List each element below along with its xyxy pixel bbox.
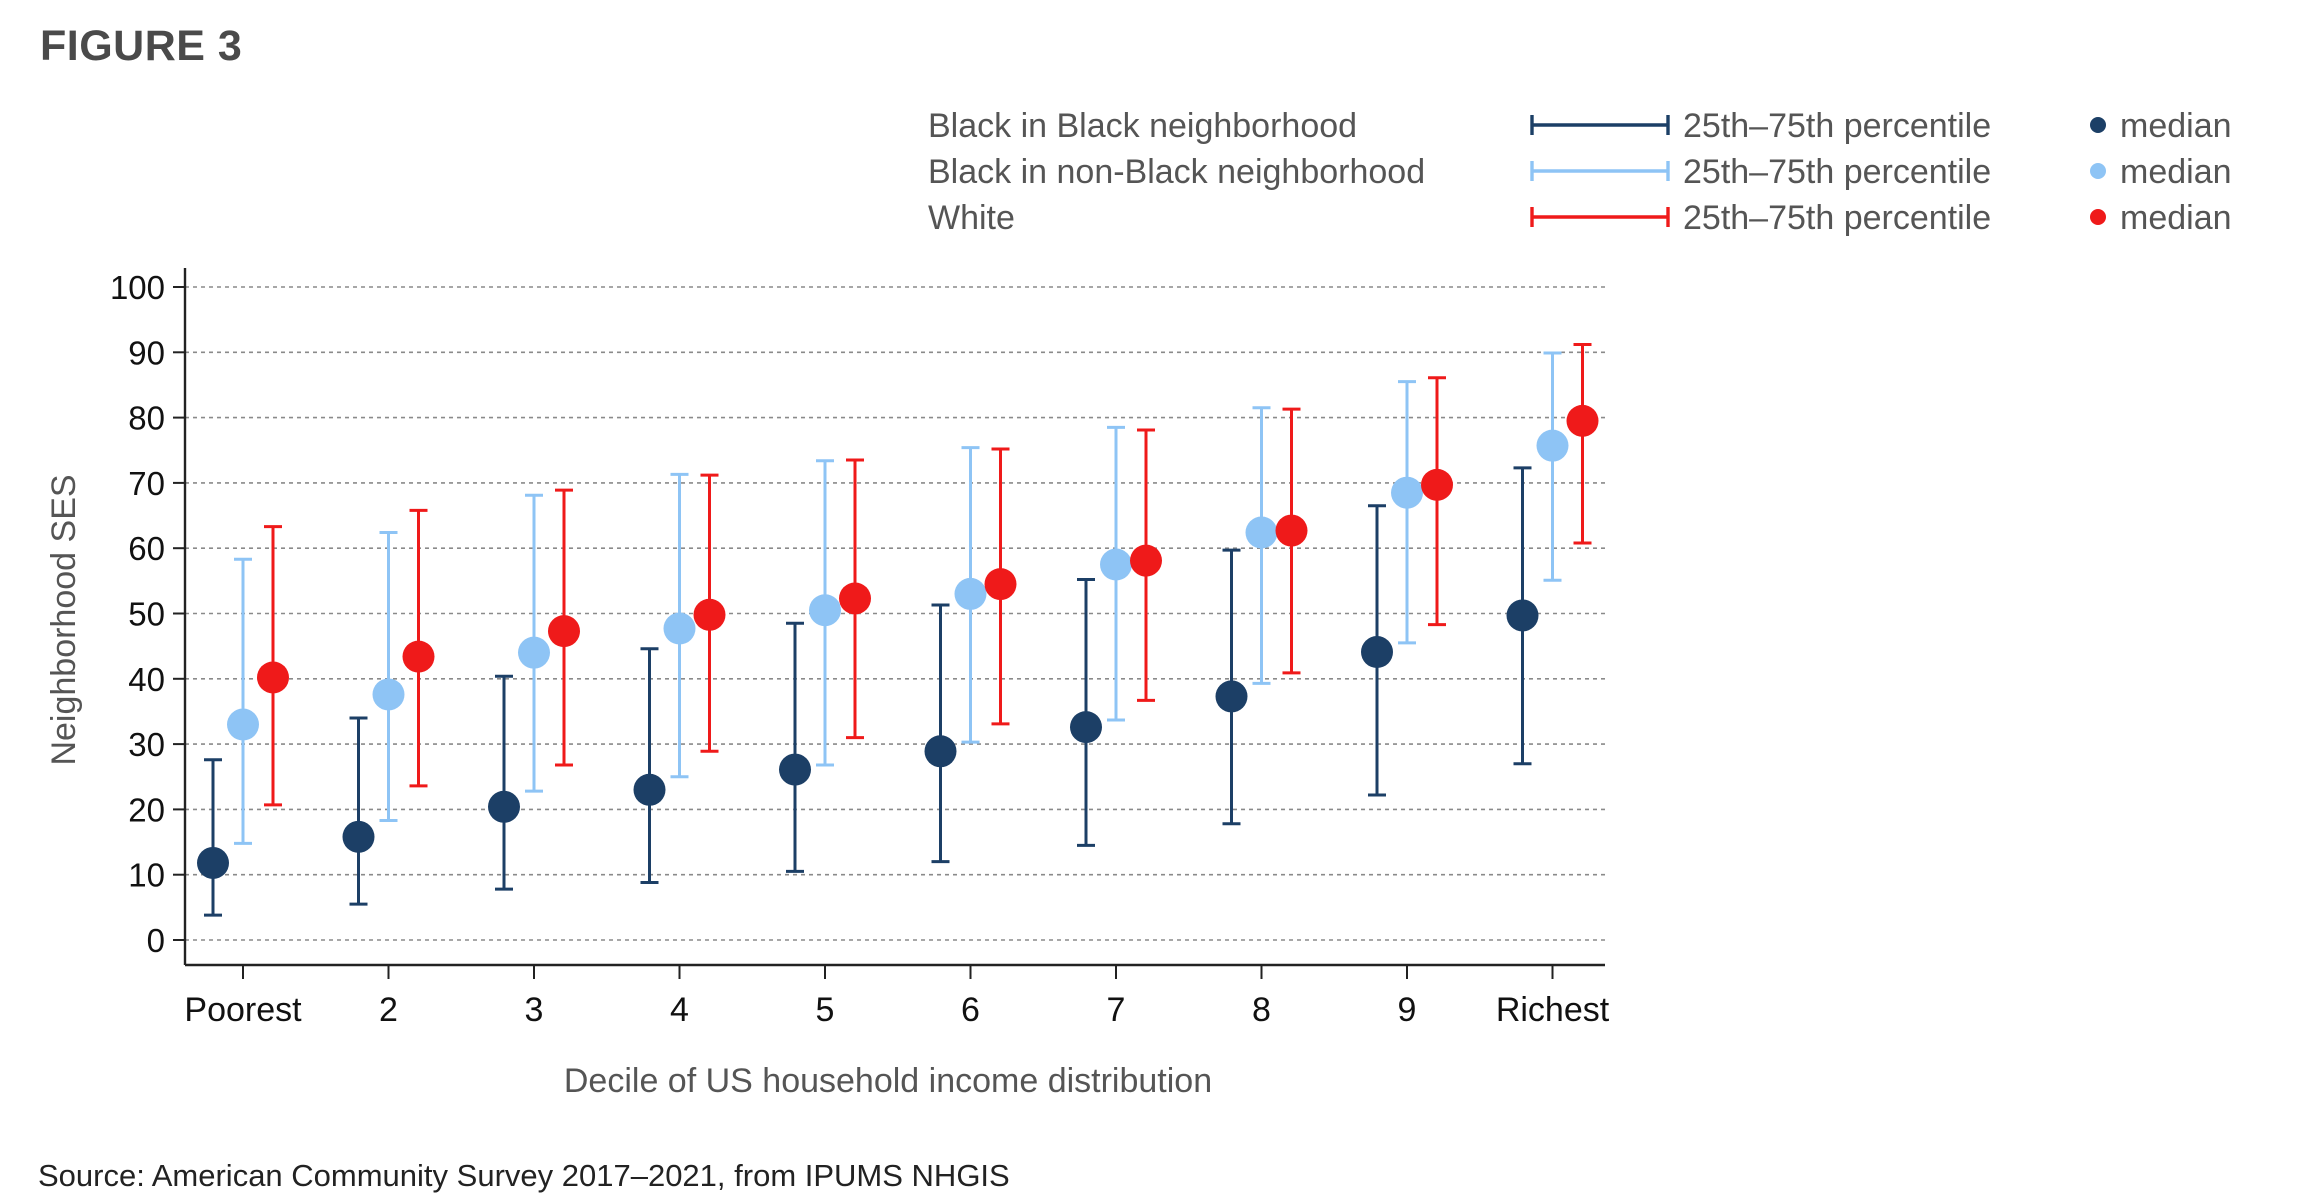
axes [173,268,1605,979]
x-tick-label: 8 [1252,991,1271,1029]
legend-range-label: 25th–75th percentile [1683,199,1991,237]
legend-range-label: 25th–75th percentile [1683,153,1991,191]
median-point [257,661,289,694]
median-point [1245,516,1278,549]
x-tick-label: 9 [1398,991,1417,1029]
series-3 [257,342,1599,807]
legend-series-label: Black in non-Black neighborhood [928,153,1425,191]
x-tick-label: 7 [1107,991,1126,1029]
median-point [809,594,841,627]
y-tick-label: 10 [128,857,165,894]
median-point [342,820,375,853]
y-axis-label: Neighborhood SES [45,474,83,765]
median-point [1361,636,1393,669]
median-point [924,735,957,768]
legend-median-label: median [2120,199,2232,237]
median-point [839,582,871,615]
x-tick-label: Poorest [184,991,302,1029]
series-1 [197,466,1539,917]
median-point [1421,468,1453,501]
y-tick-label: 90 [128,334,165,371]
legend: Black in Black neighborhood 25th–75th per… [928,107,2232,237]
median-point [518,636,550,669]
median-point [633,773,666,806]
legend-median-dot [2090,209,2106,225]
legend-median-dot [2090,117,2106,133]
median-point [1130,544,1162,577]
y-tick-label: 40 [128,661,165,698]
median-point [1100,548,1132,581]
x-tick-label: Richest [1496,991,1610,1029]
median-point [1506,599,1539,632]
y-tick-label: 0 [147,922,165,959]
figure-label: FIGURE 3 [40,22,243,70]
median-point [1070,711,1102,744]
legend-series-label: White [928,199,1015,237]
x-tick-label: 6 [961,991,980,1029]
median-point [954,577,987,610]
y-tick-label: 70 [128,465,165,502]
x-tick-label: 5 [816,991,835,1029]
median-point [548,615,580,648]
x-tick-label: 3 [525,991,544,1029]
median-point [1275,514,1308,547]
legend-median-dot [2090,163,2106,179]
median-point [1536,429,1569,462]
y-tick-label: 50 [128,596,165,633]
legend-median-label: median [2120,153,2232,191]
legend-median-label: median [2120,107,2232,145]
x-tick-label: 4 [670,991,689,1029]
median-point [1215,680,1248,713]
source-note: Source: American Community Survey 2017–2… [38,1158,1010,1193]
x-tick-label: 2 [379,991,398,1029]
chart: Black in Black neighborhood 25th–75th per… [45,107,2232,1100]
series-2 [227,351,1569,845]
median-point [984,568,1017,601]
median-point [693,598,726,631]
median-point [1391,476,1423,509]
gridlines [185,286,1605,941]
y-tick-label: 20 [128,791,165,828]
x-axis-label: Decile of US household income distributi… [564,1062,1212,1100]
y-tick-label: 80 [128,400,165,437]
median-point [372,678,405,711]
median-point [779,753,811,786]
tick-labels: 0 10 20 30 40 50 60 70 80 90 100 Poorest 2 3 4 5 6 7 8 9 Ric… [110,269,1610,1029]
y-tick-label: 60 [128,530,165,567]
median-point [402,640,435,673]
median-point [1566,404,1599,437]
y-tick-label: 100 [110,269,165,306]
legend-series-label: Black in Black neighborhood [928,107,1357,145]
median-point [197,846,229,879]
median-point [663,612,696,645]
y-tick-label: 30 [128,726,165,763]
legend-range-label: 25th–75th percentile [1683,107,1991,145]
median-point [488,790,520,823]
series-marks [197,342,1599,917]
median-point [227,708,259,741]
